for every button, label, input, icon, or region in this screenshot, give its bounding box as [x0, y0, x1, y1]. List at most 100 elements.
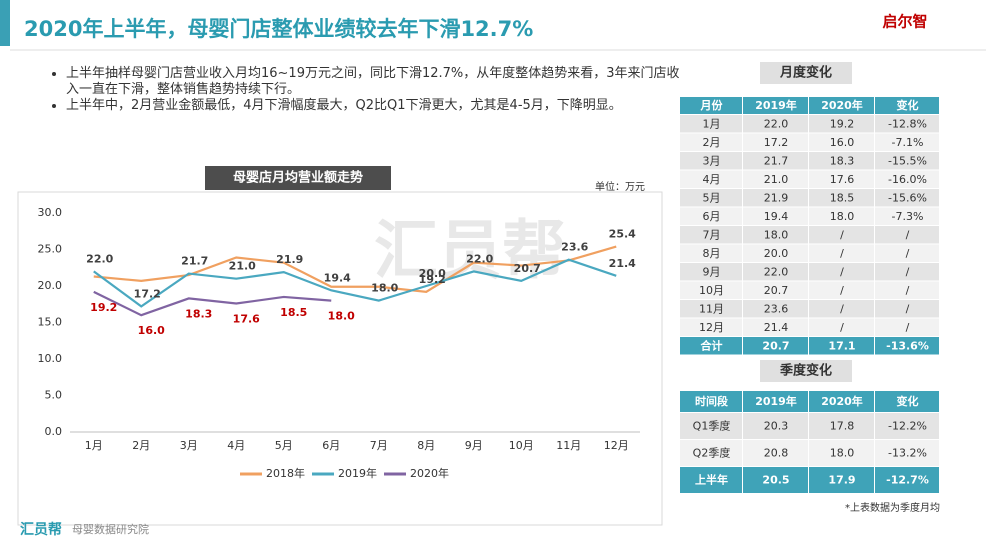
header-text: 时间段: [695, 394, 728, 408]
header-cell: [809, 97, 874, 114]
cell: [743, 207, 808, 225]
header-cell: [743, 97, 808, 114]
cell-text: 21.7: [764, 154, 789, 167]
cell: [680, 226, 742, 244]
legend-label: 2019年: [338, 466, 377, 480]
data-label: 16.0: [138, 324, 165, 337]
data-label: 18.5: [280, 306, 307, 319]
bullet: 上半年抽样母婴门店营业收入月均16~19万元之间，同比下滑12.7%，从年度整体…: [66, 66, 686, 98]
cell-text: -13.6%: [886, 339, 929, 352]
cell-text: 22.0: [764, 265, 789, 278]
legend-label: 2018年: [266, 466, 305, 480]
x-tick-label: 6月: [322, 439, 340, 452]
cell: [680, 263, 742, 281]
cell-text: /: [906, 284, 910, 297]
cell-text: /: [906, 247, 910, 260]
cell-text: 18.0: [764, 228, 789, 241]
header-text: 2019年: [755, 98, 797, 112]
cell-text: /: [840, 228, 844, 241]
cell: [743, 133, 808, 151]
cell: [743, 413, 808, 439]
cell: [743, 467, 808, 493]
cell: [809, 133, 874, 151]
cell-text: /: [906, 265, 910, 278]
cell-text: 18.3: [830, 154, 855, 167]
data-label: 18.3: [185, 307, 212, 320]
cell: [743, 337, 808, 355]
x-tick-label: 5月: [275, 439, 293, 452]
cell-text: Q2季度: [693, 446, 731, 460]
data-label: 17.6: [233, 313, 260, 326]
y-tick-label: 20.0: [38, 279, 63, 292]
cell-text: 4月: [703, 173, 721, 186]
x-tick-label: 11月: [556, 439, 581, 452]
cell: [743, 318, 808, 336]
line-series: [93, 258, 617, 308]
cell: [743, 244, 808, 262]
header-text: 2020年: [821, 98, 863, 112]
cell-text: 12月: [699, 321, 724, 334]
footer-subtitle: 母婴数据研究院: [72, 522, 149, 536]
cell: [809, 263, 874, 281]
bullet: 上半年中，2月营业金额最低，4月下滑幅度最大，Q2比Q1下滑更大，尤其是4-5月…: [66, 98, 686, 114]
cell-text: -15.5%: [888, 154, 927, 167]
cell-text: /: [840, 302, 844, 315]
cell-text: -7.1%: [892, 136, 924, 149]
cell: [875, 337, 939, 355]
header-cell: [743, 391, 808, 412]
cell: [680, 281, 742, 299]
cell: [809, 467, 874, 493]
data-label: 19.2: [90, 301, 117, 314]
cell: [875, 318, 939, 336]
cell-text: 17.9: [828, 474, 855, 487]
data-label: 19.4: [324, 271, 351, 284]
y-tick-label: 5.0: [45, 389, 63, 402]
data-label: 20.0: [419, 267, 446, 280]
data-label: 21.0: [229, 260, 256, 273]
cell: [680, 467, 742, 493]
cell-text: 21.4: [764, 321, 789, 334]
cell-text: 9月: [703, 265, 721, 278]
cell-text: 21.9: [764, 191, 789, 204]
cell-text: -16.0%: [888, 173, 927, 186]
cell-text: 5月: [703, 191, 721, 204]
data-label: 25.4: [609, 228, 636, 241]
cell: [743, 300, 808, 318]
y-tick-label: 0.0: [45, 425, 63, 438]
cell: [680, 170, 742, 188]
cell: [875, 300, 939, 318]
data-label: 18.0: [328, 310, 355, 323]
cell-text: /: [840, 265, 844, 278]
cell: [875, 152, 939, 170]
cell: [809, 300, 874, 318]
cell: [680, 152, 742, 170]
header-text: 2020年: [821, 394, 863, 408]
table-note: *上表数据为季度月均: [845, 501, 940, 514]
data-label: 18.0: [371, 282, 398, 295]
cell-text: 19.2: [830, 117, 855, 130]
cell: [875, 244, 939, 262]
y-tick-label: 15.0: [38, 316, 63, 329]
cell: [875, 170, 939, 188]
header-cell: [809, 391, 874, 412]
cell-text: /: [906, 228, 910, 241]
cell-text: -13.2%: [888, 447, 927, 460]
cell: [743, 152, 808, 170]
header-cell: [875, 97, 939, 114]
slide-title: 2020年上半年，母婴门店整体业绩较去年下滑12.7%: [24, 17, 533, 41]
cell: [809, 207, 874, 225]
cell: [743, 281, 808, 299]
x-tick-label: 4月: [227, 439, 245, 452]
chart-title-box: [205, 166, 391, 190]
chart-frame: [17, 191, 663, 526]
cell-text: 6月: [703, 210, 721, 223]
cell: [875, 263, 939, 281]
cell: [680, 337, 742, 355]
cell: [809, 115, 874, 133]
x-tick-label: 9月: [465, 439, 483, 452]
cell-text: -12.7%: [886, 474, 929, 487]
cell: [680, 115, 742, 133]
cell-text: 17.8: [830, 420, 855, 433]
cell-text: 18.5: [830, 191, 855, 204]
cell-text: 17.6: [830, 173, 855, 186]
